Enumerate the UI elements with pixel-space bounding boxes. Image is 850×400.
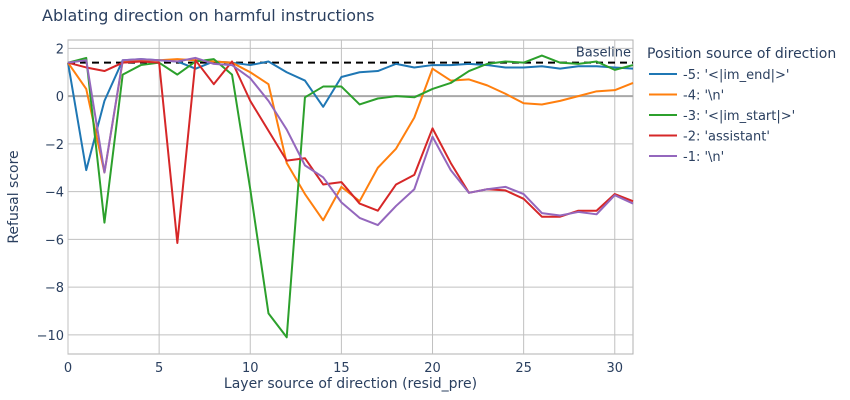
series-lines bbox=[67, 54, 634, 339]
x-tick-label: 10 bbox=[242, 361, 259, 376]
y-tick-label: −6 bbox=[45, 233, 64, 248]
y-tick-label: −2 bbox=[45, 138, 64, 153]
baseline-label: Baseline bbox=[576, 46, 631, 61]
legend-item-label: -5: '<|im_end|>' bbox=[683, 68, 789, 83]
chart-title: Ablating direction on harmful instructio… bbox=[42, 6, 375, 25]
y-axis-label: Refusal score bbox=[6, 150, 22, 243]
y-tick-label: −8 bbox=[45, 281, 64, 296]
y-tick-label: −4 bbox=[45, 186, 64, 201]
x-tick-label: 30 bbox=[607, 361, 624, 376]
x-tick-label: 25 bbox=[515, 361, 532, 376]
x-axis-ticks: 0 5 10 15 20 25 30 bbox=[64, 361, 623, 376]
series-line-3 bbox=[67, 54, 634, 339]
baseline-group: Baseline bbox=[68, 46, 633, 64]
legend-item-label: -3: '<|im_start|>' bbox=[683, 109, 795, 124]
x-tick-label: 20 bbox=[424, 361, 441, 376]
x-tick-label: 5 bbox=[155, 361, 163, 376]
y-axis-ticks: 2 0 −2 −4 −6 −8 −10 bbox=[37, 42, 64, 344]
legend-item-label: -4: '\n' bbox=[683, 89, 724, 104]
x-tick-label: 0 bbox=[64, 361, 72, 376]
series-line-4 bbox=[67, 59, 634, 244]
series-line-5 bbox=[67, 56, 634, 227]
x-tick-label: 15 bbox=[333, 361, 350, 376]
legend: Position source of direction -5: '<|im_e… bbox=[647, 46, 836, 165]
x-axis-label: Layer source of direction (resid_pre) bbox=[224, 376, 477, 392]
legend-title: Position source of direction bbox=[647, 46, 836, 62]
y-tick-label: 2 bbox=[56, 42, 64, 57]
y-tick-label: −10 bbox=[37, 329, 64, 344]
legend-item-label: -1: '\n' bbox=[683, 150, 724, 165]
legend-item-label: -2: 'assistant' bbox=[683, 130, 770, 145]
y-tick-label: 0 bbox=[56, 90, 64, 105]
plot-area bbox=[67, 39, 634, 355]
